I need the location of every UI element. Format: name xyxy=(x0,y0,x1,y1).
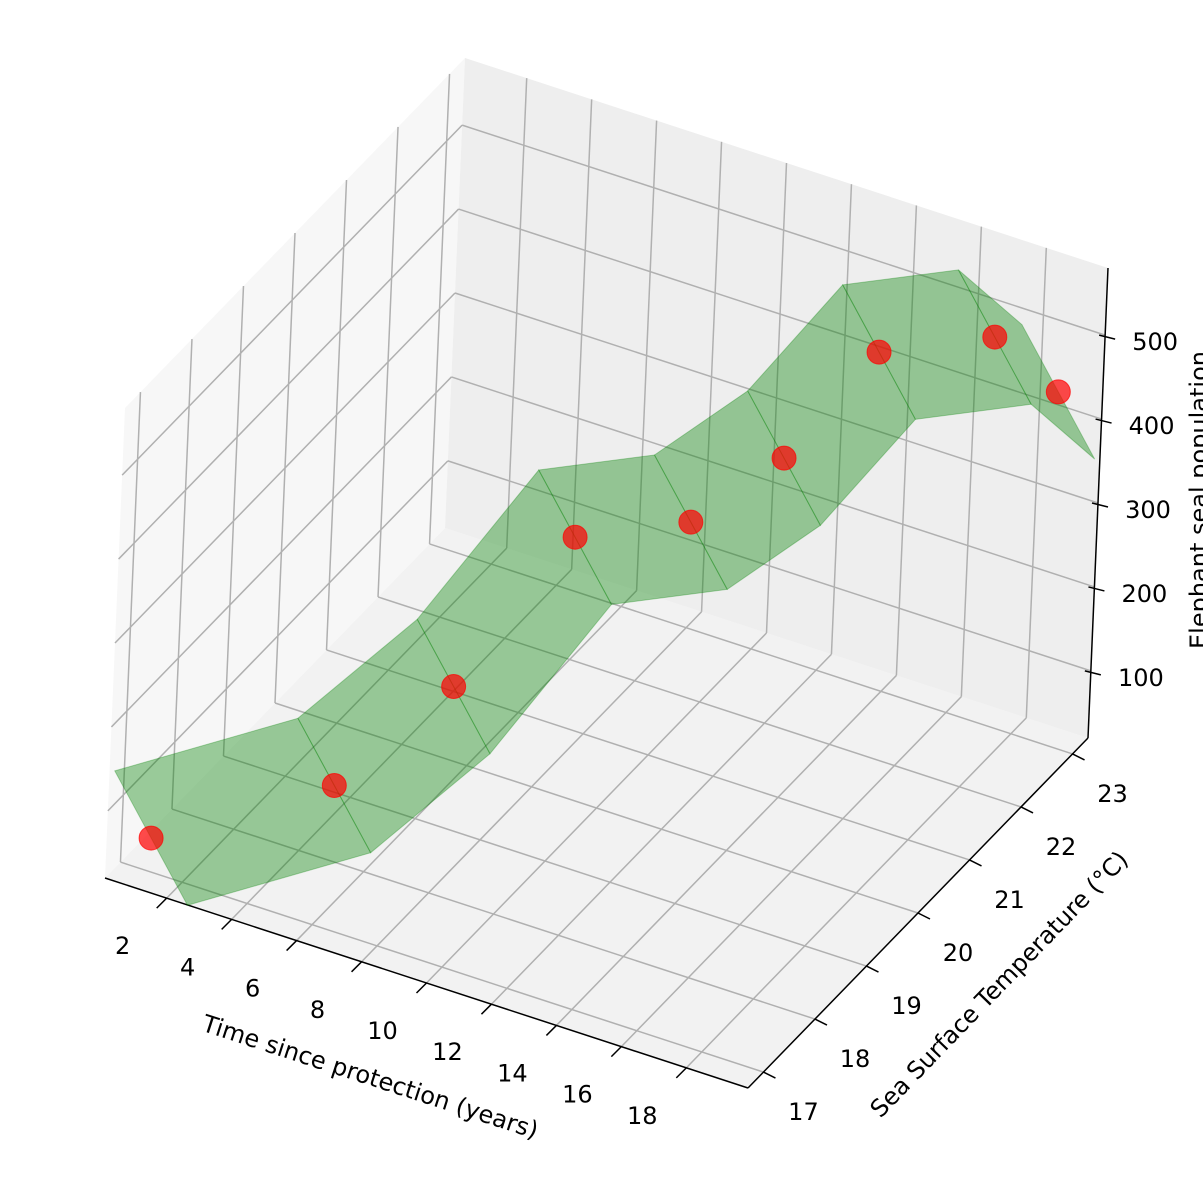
y-tick-label: 19 xyxy=(891,992,922,1020)
z-axis xyxy=(1087,267,1109,739)
tick-mark xyxy=(351,961,363,973)
x-tick-label: 16 xyxy=(562,1081,593,1109)
tick-mark xyxy=(866,965,879,973)
tick-mark xyxy=(286,940,298,952)
grid-line xyxy=(118,208,460,560)
tick-mark xyxy=(675,1067,687,1079)
surface xyxy=(297,618,491,854)
grid-line xyxy=(326,649,970,861)
grid-line xyxy=(114,292,456,644)
surface xyxy=(537,454,728,605)
x-tick-label: 14 xyxy=(497,1059,528,1087)
tick-mark xyxy=(1084,670,1102,676)
tick-mark xyxy=(969,859,982,867)
grid-line xyxy=(171,808,816,1020)
x-tick-label: 18 xyxy=(627,1102,658,1130)
tick-mark xyxy=(1095,418,1112,424)
surface xyxy=(653,390,822,591)
y-tick-label: 22 xyxy=(1046,833,1077,861)
tick-mark xyxy=(917,912,931,920)
point xyxy=(321,772,347,798)
tick-mark xyxy=(1091,502,1109,508)
point xyxy=(1045,379,1071,405)
grid-line xyxy=(451,376,1095,588)
point xyxy=(138,825,164,851)
grid-line xyxy=(110,376,452,728)
point xyxy=(771,445,797,471)
surface xyxy=(416,469,613,755)
y-tick-label: 17 xyxy=(788,1098,819,1126)
y-tick-label: 23 xyxy=(1097,780,1128,808)
grid-line xyxy=(121,124,463,476)
grid-line xyxy=(461,124,1106,336)
point xyxy=(441,674,467,700)
grid-line xyxy=(458,208,1102,420)
tick-mark xyxy=(610,1046,622,1058)
tick-mark xyxy=(545,1024,557,1036)
tick-mark xyxy=(763,1071,776,1079)
y-tick-label: 18 xyxy=(840,1045,871,1073)
tick-mark xyxy=(480,1003,492,1015)
y-tick-label: 21 xyxy=(994,886,1025,914)
x-tick-label: 12 xyxy=(432,1038,463,1066)
grid-line xyxy=(107,460,449,812)
tick-mark xyxy=(1020,806,1034,814)
x-tick-label: 10 xyxy=(367,1017,398,1045)
tick-mark xyxy=(1088,586,1105,592)
z-tick-label: 500 xyxy=(1132,328,1178,356)
x-tick-label: 2 xyxy=(115,932,130,960)
z-tick-label: 100 xyxy=(1118,664,1164,692)
z-tick-label: 300 xyxy=(1125,496,1171,524)
x-tick-label: 6 xyxy=(245,975,260,1003)
y-tick-label: 20 xyxy=(943,939,974,967)
tick-mark xyxy=(1072,753,1085,761)
x-axis xyxy=(104,877,749,1089)
tick-mark xyxy=(156,897,168,909)
grid-line xyxy=(447,460,1092,672)
x-tick-label: 4 xyxy=(180,953,195,981)
grid-line xyxy=(274,702,919,914)
z-axis-label: Elephant seal population xyxy=(1185,351,1203,649)
point xyxy=(678,509,704,535)
y-axis xyxy=(747,737,1089,1089)
grid-line xyxy=(377,596,1022,808)
x-tick-label: 8 xyxy=(310,996,325,1024)
tick-mark xyxy=(814,1018,828,1026)
point xyxy=(982,324,1008,350)
surface xyxy=(957,269,1096,460)
tick-mark xyxy=(415,982,428,994)
grid-line xyxy=(454,292,1099,504)
z-tick-label: 400 xyxy=(1129,412,1175,440)
grid-line xyxy=(120,861,764,1073)
surface xyxy=(841,269,1032,420)
point xyxy=(866,339,892,365)
plot xyxy=(114,269,1096,906)
grid-line xyxy=(429,543,1073,755)
point xyxy=(562,524,588,550)
surface xyxy=(114,717,372,906)
z-tick-label: 200 xyxy=(1122,580,1168,608)
tick-mark xyxy=(221,918,233,930)
tick-mark xyxy=(1098,334,1116,340)
panes xyxy=(104,58,1116,1089)
